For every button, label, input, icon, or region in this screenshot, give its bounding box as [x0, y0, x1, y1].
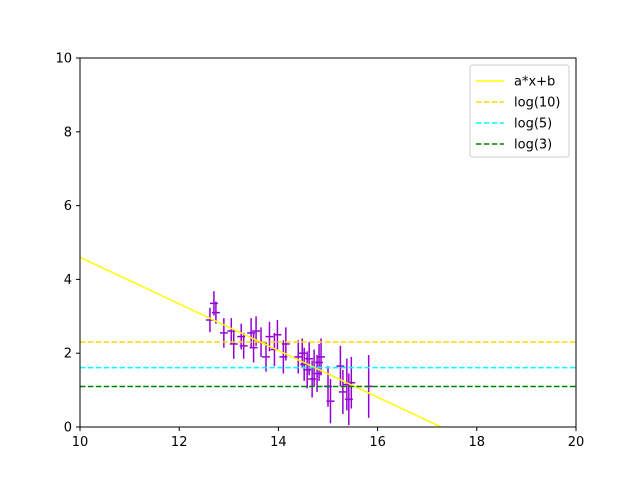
x-tick-label: 14 [270, 435, 287, 450]
errorbar-point [281, 327, 290, 361]
y-tick-label: 10 [55, 52, 72, 67]
axes: 10 12 14 16 18 20 0 2 4 6 8 10 [55, 52, 584, 451]
legend-label: log(5) [514, 117, 552, 132]
errorbar-point [317, 338, 326, 376]
legend-entry: log(10) [476, 96, 561, 111]
errorbar-point [262, 342, 270, 372]
x-tick-label: 12 [171, 435, 188, 450]
errorbar-point [305, 342, 314, 376]
legend-label: log(3) [514, 138, 552, 153]
legend-entry: log(3) [476, 138, 552, 153]
errorbar-point [229, 329, 238, 359]
plot-content [80, 256, 576, 427]
y-tick-label: 0 [64, 421, 72, 436]
legend-box [469, 64, 570, 158]
legend-entry: log(5) [476, 117, 552, 132]
axes-frame [79, 57, 577, 428]
errorbar-point [252, 316, 261, 346]
y-tick-label: 6 [64, 199, 72, 214]
x-tick-label: 18 [469, 435, 486, 450]
x-tick-label: 16 [369, 435, 386, 450]
errorbar-point [249, 332, 258, 363]
plot-area [80, 256, 576, 427]
legend-entry: a*x+b [476, 75, 555, 90]
y-tick-label: 8 [64, 125, 72, 140]
errorbar-point [326, 379, 335, 424]
errorbar-point [273, 319, 282, 350]
legend: a*x+b log(10) log(5) log(3) [469, 64, 570, 158]
x-tick-label: 10 [72, 435, 89, 450]
legend-label: a*x+b [514, 75, 555, 90]
errorbar-point [211, 301, 220, 324]
errorbar-point [347, 356, 356, 409]
series-line [80, 256, 443, 427]
legend-label: log(10) [514, 96, 561, 111]
errorbar-point [239, 332, 248, 359]
y-tick-label: 4 [64, 273, 72, 288]
errorbar-point [338, 369, 347, 415]
y-tick-label: 2 [64, 347, 72, 362]
x-tick-label: 20 [568, 435, 585, 450]
